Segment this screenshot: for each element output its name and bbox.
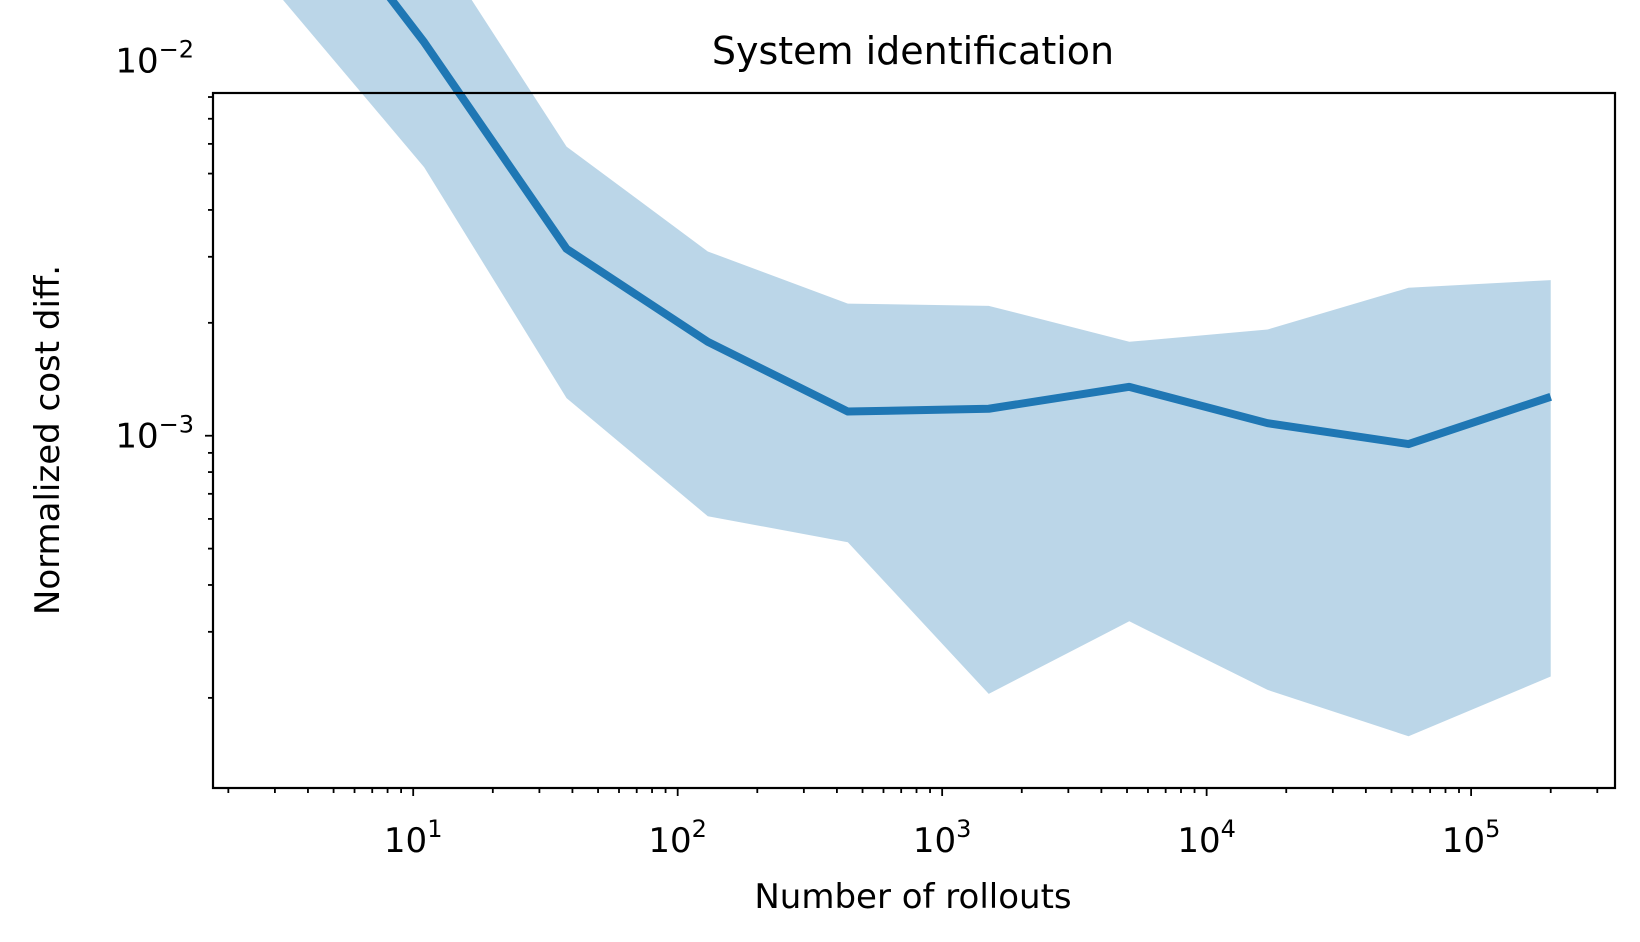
y-tick-exponent: −3 <box>159 411 194 439</box>
x-axis-ticks: 101 102 103 104 105 <box>227 788 1599 861</box>
x-tick-exponent: 2 <box>692 815 707 843</box>
x-tick-label: 104 <box>1177 815 1236 861</box>
x-tick-exponent: 5 <box>1485 815 1500 843</box>
y-tick-label: 10−3 <box>115 411 194 457</box>
y-tick-base: 10 <box>115 42 158 82</box>
x-tick-base: 10 <box>913 821 956 861</box>
x-tick-label: 103 <box>913 815 972 861</box>
x-tick-label: 101 <box>384 815 443 861</box>
y-axis-label: Normalized cost diff. <box>28 265 68 615</box>
plot-area <box>283 0 1552 737</box>
y-tick-label: 10−2 <box>115 36 194 82</box>
series-line <box>386 0 1552 449</box>
confidence-band <box>283 0 1551 737</box>
x-tick-base: 10 <box>648 821 691 861</box>
x-tick-base: 10 <box>1442 821 1485 861</box>
y-axis-ticks: 10−210−3 <box>115 36 213 699</box>
x-tick-base: 10 <box>384 821 427 861</box>
x-tick-exponent: 3 <box>956 815 971 843</box>
x-tick-exponent: 4 <box>1221 815 1236 843</box>
x-tick-label: 102 <box>648 815 707 861</box>
y-tick-base: 10 <box>115 417 158 457</box>
x-tick-base: 10 <box>1177 821 1220 861</box>
y-tick-exponent: −2 <box>159 36 194 64</box>
axes-frame <box>211 91 1617 790</box>
x-tick-exponent: 1 <box>427 815 442 843</box>
x-tick-label: 105 <box>1442 815 1501 861</box>
x-axis-label: Number of rollouts <box>754 877 1071 917</box>
chart-title: System identification <box>712 29 1114 73</box>
